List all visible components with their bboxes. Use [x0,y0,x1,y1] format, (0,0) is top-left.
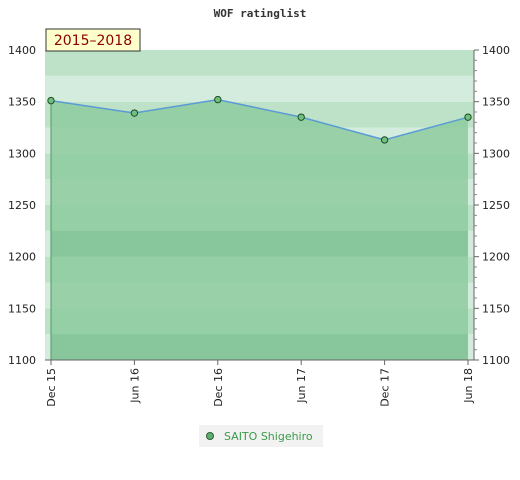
badge-box [45,28,141,52]
x-axis: Dec 15 Jun 16 Dec 16 Jun 17 Dec 17 Jun 18 [45,359,475,407]
series-area [51,99,468,360]
data-point [297,113,305,121]
area-band [51,230,468,257]
y-tick-label-right: 1150 [482,302,510,315]
area-band [51,334,468,360]
y-tick-label-left: 1400 [8,44,36,57]
area-layer [50,99,468,360]
background-band [45,75,474,102]
date-range-badge: 2015–2018 [45,28,141,52]
y-tick-label-left: 1200 [8,251,36,264]
legend[interactable]: SAITO Shigehiro [199,425,323,447]
y-tick-label-left: 1250 [8,199,36,212]
y-tick-label-left: 1300 [8,147,36,160]
y-tick-label-right: 1350 [482,96,510,109]
marker-layer [47,95,472,144]
data-point [214,95,222,104]
y-tick-label-right: 1100 [482,354,510,367]
y-tick-label-left: 1100 [8,354,36,367]
data-point [47,96,55,105]
y-tick-label-left: 1150 [8,302,36,315]
y-tick-label-right: 1200 [482,251,510,264]
x-tick-label: Dec 17 [379,368,392,407]
x-tick-label: Dec 15 [45,368,58,407]
x-tick-label: Jun 18 [462,368,475,404]
data-point [380,136,389,144]
y-axis-right: 1100 1150 1200 1250 1300 1350 1400 [473,44,510,367]
legend-label: SAITO Shigehiro [224,430,313,443]
y-tick-label-left: 1350 [8,96,36,109]
legend-box [199,425,323,447]
y-tick-label-right: 1300 [482,147,510,160]
chart-title: WOF ratinglist [214,7,307,20]
y-tick-label-right: 1250 [482,199,510,212]
y-tick-label-right: 1400 [482,44,510,57]
y-axis-left: 1100 1150 1200 1250 1300 1350 1400 [8,44,36,367]
legend-marker-icon [206,432,214,440]
data-point [464,113,472,121]
line-layer [50,98,469,141]
series-line [50,98,469,141]
x-tick-label: Jun 16 [128,368,141,404]
background-band [45,50,474,76]
x-tick-label: Dec 16 [212,368,225,407]
data-point [130,109,139,117]
badge-label: 2015–2018 [54,33,132,49]
x-tick-label: Jun 17 [295,368,308,404]
